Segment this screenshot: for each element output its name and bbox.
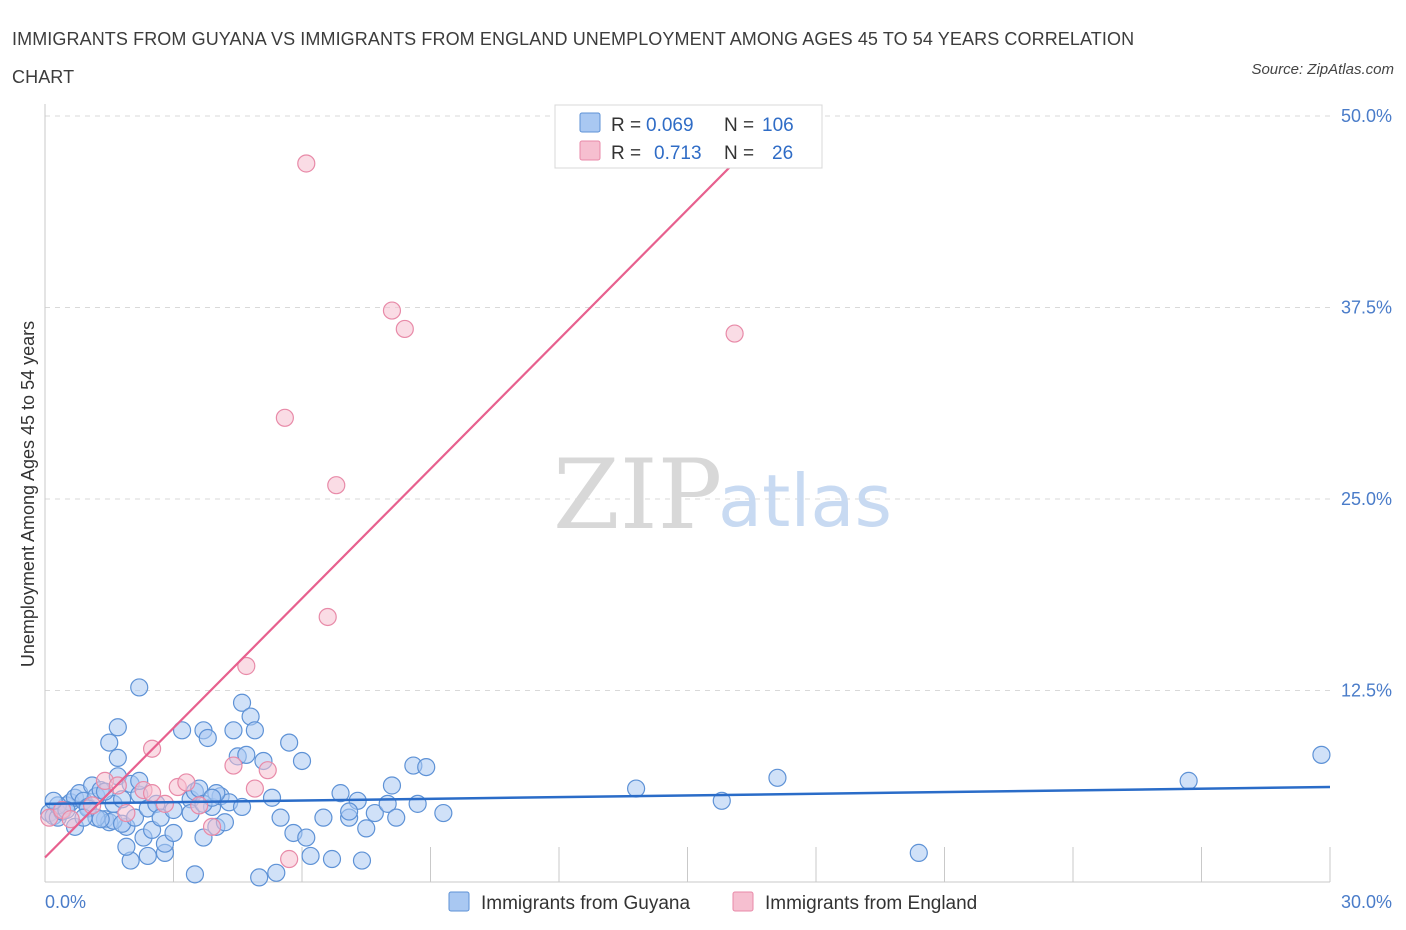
stats-guyana-r-label: R = [611, 115, 641, 136]
watermark-zip: ZIP [553, 439, 722, 551]
guyana-point-93 [417, 757, 436, 777]
guyana-point-66 [237, 745, 256, 764]
stats-guyana-r-value: 0.069 [646, 115, 694, 136]
england-point-6 [117, 803, 136, 823]
guyana-point-68 [245, 721, 264, 740]
legend-guyana-swatch[interactable] [448, 891, 470, 912]
england-trend-line [44, 118, 779, 859]
england-point-23 [327, 476, 346, 495]
guyana-point-83 [331, 784, 350, 803]
england-point-13 [190, 796, 209, 815]
chart-title: IMMIGRANTS FROM GUYANA VS IMMIGRANTS FRO… [12, 29, 1135, 87]
watermark: ZIP atlas [553, 439, 892, 551]
guyana-point-70 [224, 721, 243, 740]
guyana-point-90 [382, 776, 402, 795]
guyana-point-46 [172, 721, 192, 740]
y-tick-label-3: 50.0% [1341, 106, 1392, 126]
england-point-24 [382, 301, 402, 320]
guyana-point-96 [626, 779, 646, 798]
tick-labels: 12.5% 25.0% 37.5% 50.0% 0.0% 30.0% [45, 106, 1392, 912]
guyana-point-74 [232, 797, 252, 817]
y-tick-label-0: 12.5% [1341, 681, 1392, 701]
stats-england-n-value: 26 [772, 143, 793, 164]
watermark-atlas: atlas [718, 459, 892, 543]
guyana-point-104 [91, 810, 110, 829]
england-point-3 [83, 796, 102, 815]
england-point-21 [297, 154, 316, 173]
guyana-point-50 [164, 823, 183, 843]
guyana-point-79 [301, 846, 320, 866]
guyana-point-30 [100, 733, 119, 752]
bottom-legend: Immigrants from Guyana Immigrants from E… [448, 891, 977, 914]
guyana-point-75 [271, 808, 290, 827]
england-point-10 [155, 794, 175, 813]
y-tick-label-1: 25.0% [1341, 489, 1392, 509]
stats-guyana-swatch [579, 112, 601, 133]
guyana-point-73 [262, 788, 282, 807]
england-point-26 [725, 324, 744, 343]
stats-england-r-label: R = [611, 143, 641, 164]
stats-england-r-value: 0.713 [654, 143, 702, 164]
england-point-16 [237, 656, 256, 676]
guyana-point-77 [292, 751, 312, 771]
trend-lines [44, 118, 1331, 859]
stats-guyana-n-value: 106 [762, 115, 794, 136]
england-point-22 [318, 607, 337, 627]
legend-england-swatch[interactable] [732, 891, 754, 912]
england-point-20 [275, 408, 294, 427]
england-point-17 [245, 779, 264, 798]
guyana-point-32 [108, 748, 127, 768]
guyana-point-101 [1312, 745, 1331, 764]
guyana-point-76 [280, 733, 299, 752]
guyana-point-91 [387, 808, 406, 827]
x-tick-label-1: 30.0% [1341, 892, 1392, 912]
guyana-point-95 [434, 803, 453, 823]
guyana-point-87 [357, 819, 376, 838]
guyana-point-99 [909, 843, 928, 862]
grid-lines [45, 115, 1330, 691]
guyana-point-82 [322, 849, 342, 869]
guyana-point-61 [232, 693, 252, 712]
legend-england-label[interactable]: Immigrants from England [765, 893, 977, 914]
guyana-point-102 [340, 802, 359, 821]
guyana-point-36 [130, 678, 149, 697]
guyana-point-81 [314, 808, 333, 827]
stats-guyana-n-label: N = [724, 115, 754, 136]
england-point-19 [280, 849, 299, 869]
guyana-point-34 [117, 837, 136, 856]
guyana-point-53 [198, 728, 217, 748]
guyana-point-80 [297, 828, 316, 847]
guyana-trend-line [44, 785, 1331, 806]
guyana-point-31 [108, 718, 127, 737]
england-point-14 [202, 817, 222, 836]
guyana-point-86 [352, 851, 372, 870]
stats-england-swatch [579, 140, 601, 161]
chart-source: Source: ZipAtlas.com [1251, 61, 1394, 78]
stats-england-n-label: N = [724, 143, 754, 164]
guyana-point-98 [768, 768, 787, 787]
y-tick-label-2: 37.5% [1341, 298, 1392, 318]
england-point-2 [61, 810, 80, 829]
guyana-point-35 [138, 846, 157, 866]
england-point-25 [395, 319, 414, 339]
england-point-15 [224, 756, 243, 775]
x-tick-label-0: 0.0% [45, 892, 86, 912]
guyana-point-97 [712, 791, 731, 810]
guyana-point-55 [185, 865, 205, 884]
guyana-point-72 [267, 863, 286, 882]
england-point-12 [177, 773, 196, 792]
england-point-18 [258, 761, 277, 780]
guyana-point-88 [365, 803, 384, 823]
series-guyana-points [40, 678, 1331, 887]
y-axis-label: Unemployment Among Ages 45 to 54 years [18, 321, 38, 667]
guyana-point-71 [250, 868, 269, 887]
legend-guyana-label[interactable]: Immigrants from Guyana [481, 893, 690, 914]
guyana-point-100 [1179, 771, 1198, 790]
stats-legend-box: R = 0.069 N = 106 R = 0.713 N = 26 [554, 104, 823, 169]
